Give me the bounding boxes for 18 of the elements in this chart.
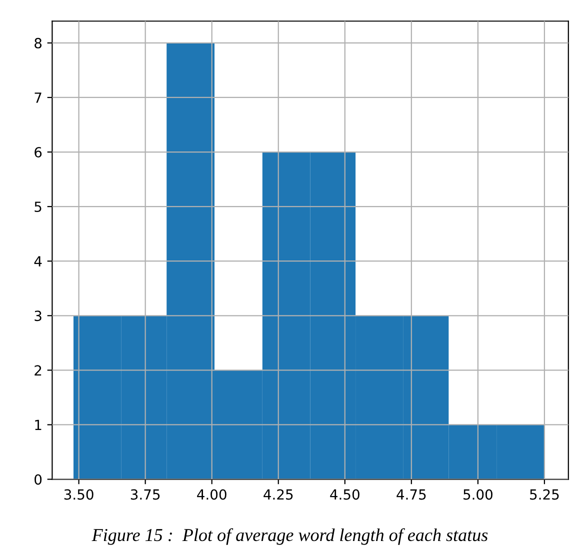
y-tick-label: 7 — [34, 92, 42, 103]
x-tick-label: 4.25 — [264, 489, 293, 500]
x-tick-label: 5.00 — [464, 489, 492, 500]
y-tick-label: 6 — [34, 146, 42, 158]
x-tick-label: 3.50 — [64, 489, 94, 500]
y-tick-label: 5 — [34, 202, 42, 212]
y-tick-label: 3 — [34, 310, 42, 322]
y-tick-label: 8 — [34, 38, 42, 48]
x-tick-label: 4.00 — [197, 489, 226, 500]
y-tick-label: 1 — [35, 420, 42, 430]
x-tick-label: 4.75 — [396, 489, 426, 500]
x-tick-label: 5.25 — [530, 489, 559, 500]
caption: Figure 15 : Plot of average word length of each status — [92, 528, 488, 545]
y-tick-label: 0 — [34, 474, 42, 485]
x-tick-label: 4.50 — [330, 489, 360, 500]
x-tick-label: 3.75 — [130, 489, 160, 500]
y-tick-label: 4 — [34, 256, 42, 266]
y-tick-label: 2 — [34, 365, 42, 376]
